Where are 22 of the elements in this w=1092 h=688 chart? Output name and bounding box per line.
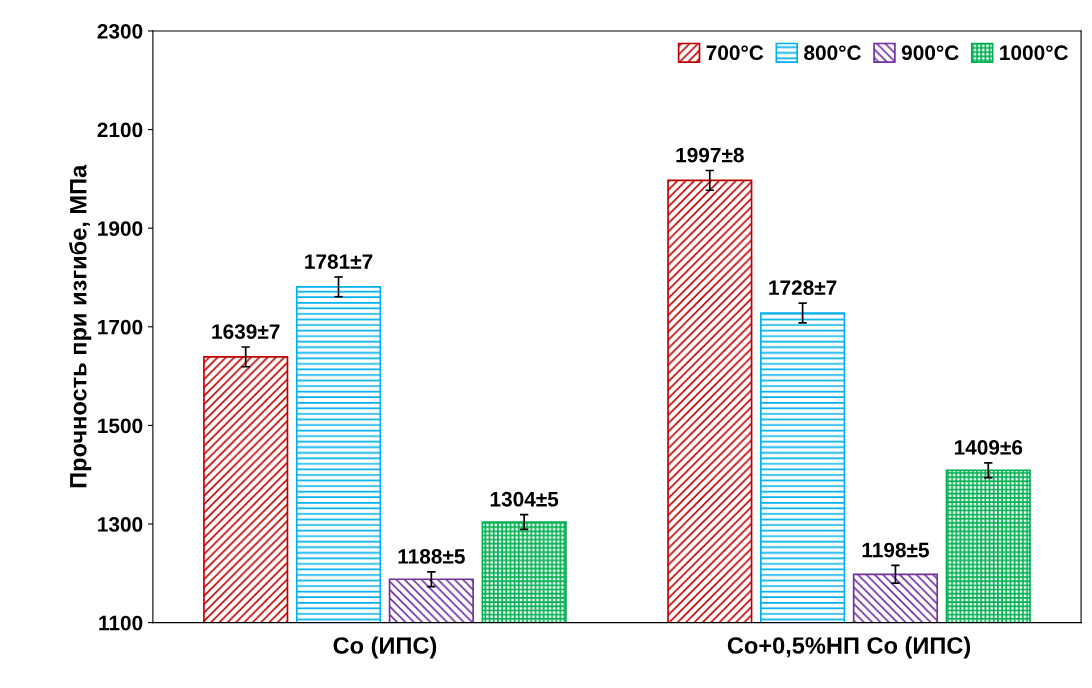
y-axis-title: Прочность при изгибе, МПа	[69, 164, 92, 488]
y-tick-label: 1100	[99, 615, 143, 631]
y-tick-label: 1500	[98, 418, 143, 434]
legend-label: 900°C	[901, 45, 959, 61]
data-label: 1188±5	[398, 549, 465, 564]
y-tick-label: 1900	[98, 221, 143, 236]
data-label: 1304±5	[490, 491, 559, 507]
y-tick-label: 1300	[98, 517, 143, 532]
data-label: 1409±6	[954, 440, 1023, 455]
y-tick-label: 2300	[97, 23, 143, 39]
x-tick-label: Co+0,5%НП Co (ИПС)	[727, 636, 971, 659]
y-tick-label: 2100	[97, 122, 143, 138]
data-label: 1728±7	[769, 280, 837, 296]
legend-label: 1000°C	[1000, 45, 1069, 61]
data-label: 1781±7	[305, 254, 373, 269]
y-tick-label: 1700	[98, 319, 143, 335]
legend-label: 800°C	[804, 45, 861, 61]
x-tick-label: Co (ИПС)	[333, 636, 437, 659]
data-label: 1198±5	[862, 542, 929, 558]
data-label: 1997±8	[676, 147, 744, 163]
data-label: 1639±7	[212, 324, 280, 339]
legend-label: 700°C	[706, 45, 764, 61]
